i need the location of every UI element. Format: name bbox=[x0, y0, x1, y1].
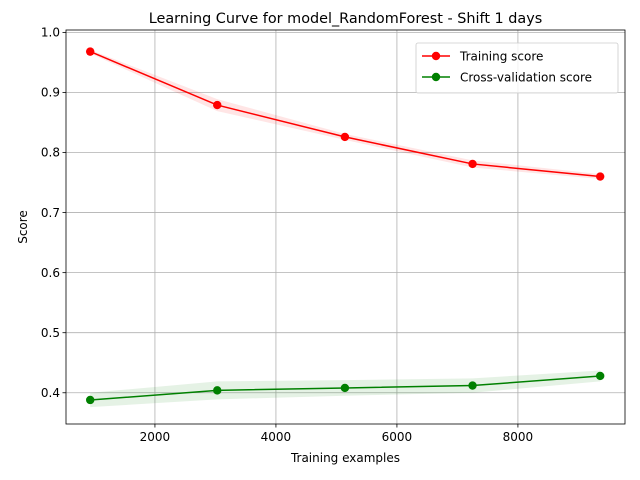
series-0-point bbox=[213, 100, 222, 110]
x-axis-ticks: 2000 4000 6000 8000 bbox=[140, 424, 534, 444]
y-axis-label: Score bbox=[16, 210, 30, 244]
x-tick-label: 2000 bbox=[140, 430, 171, 444]
series-0-point bbox=[85, 47, 95, 56]
series-1-point bbox=[213, 386, 222, 395]
y-tick-label: 0.4 bbox=[41, 386, 60, 400]
y-tick-label: 0.5 bbox=[41, 326, 60, 340]
legend-label-1: Cross-validation score bbox=[460, 70, 592, 84]
legend-marker-1 bbox=[431, 72, 441, 82]
y-tick-label: 0.8 bbox=[41, 146, 60, 160]
series-1-point bbox=[340, 383, 350, 393]
series-0-point bbox=[595, 172, 605, 181]
x-tick-label: 4000 bbox=[261, 430, 292, 444]
y-tick-label: 0.7 bbox=[41, 206, 60, 220]
y-axis-ticks: 0.4 0.5 0.6 0.7 0.8 0.9 1.0 bbox=[41, 26, 66, 400]
series-1-point bbox=[595, 371, 605, 381]
legend-box bbox=[415, 42, 619, 94]
y-tick-label: 0.9 bbox=[41, 86, 60, 100]
series-0-point bbox=[340, 132, 350, 142]
series-points bbox=[85, 47, 605, 405]
series-0-point bbox=[468, 159, 477, 169]
plot-frame bbox=[65, 29, 626, 425]
chart-title: Learning Curve for model_RandomForest - … bbox=[149, 11, 543, 27]
y-tick-label: 0.6 bbox=[41, 266, 60, 280]
series-1-point bbox=[85, 395, 95, 405]
legend-marker-0 bbox=[431, 51, 441, 61]
x-tick-label: 6000 bbox=[382, 430, 413, 444]
series-1-point bbox=[468, 381, 477, 390]
x-tick-label: 8000 bbox=[503, 430, 534, 444]
x-axis-label: Training examples bbox=[290, 451, 400, 465]
legend-label-0: Training score bbox=[459, 49, 543, 63]
y-tick-label: 1.0 bbox=[41, 26, 60, 40]
legend: Training score Cross-validation score bbox=[415, 42, 619, 94]
